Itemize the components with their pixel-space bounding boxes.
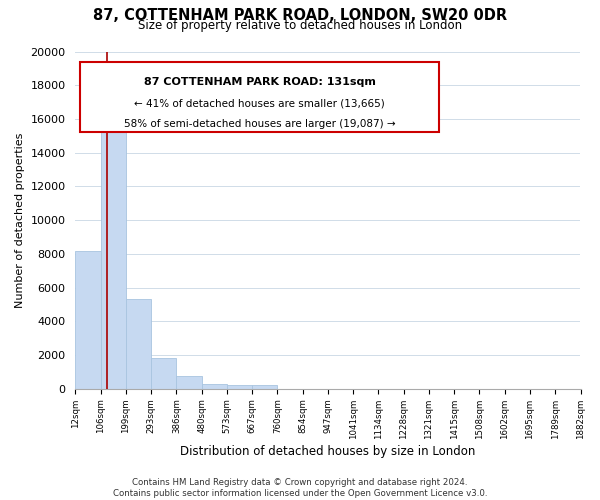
Text: 87, COTTENHAM PARK ROAD, LONDON, SW20 0DR: 87, COTTENHAM PARK ROAD, LONDON, SW20 0D… [93,8,507,22]
Bar [227,386,252,389]
Text: Size of property relative to detached houses in London: Size of property relative to detached ho… [138,18,462,32]
Bar [126,300,151,389]
Text: Contains HM Land Registry data © Crown copyright and database right 2024.
Contai: Contains HM Land Registry data © Crown c… [113,478,487,498]
Bar [101,109,126,389]
Text: ← 41% of detached houses are smaller (13,665): ← 41% of detached houses are smaller (13… [134,98,385,108]
Bar [176,376,202,389]
Text: 58% of semi-detached houses are larger (19,087) →: 58% of semi-detached houses are larger (… [124,120,395,130]
Bar [252,386,277,389]
X-axis label: Distribution of detached houses by size in London: Distribution of detached houses by size … [180,444,476,458]
Y-axis label: Number of detached properties: Number of detached properties [15,132,25,308]
Bar [202,384,227,389]
FancyBboxPatch shape [80,62,439,132]
Bar [151,358,176,389]
Bar [76,250,101,389]
Text: 87 COTTENHAM PARK ROAD: 131sqm: 87 COTTENHAM PARK ROAD: 131sqm [144,77,376,87]
